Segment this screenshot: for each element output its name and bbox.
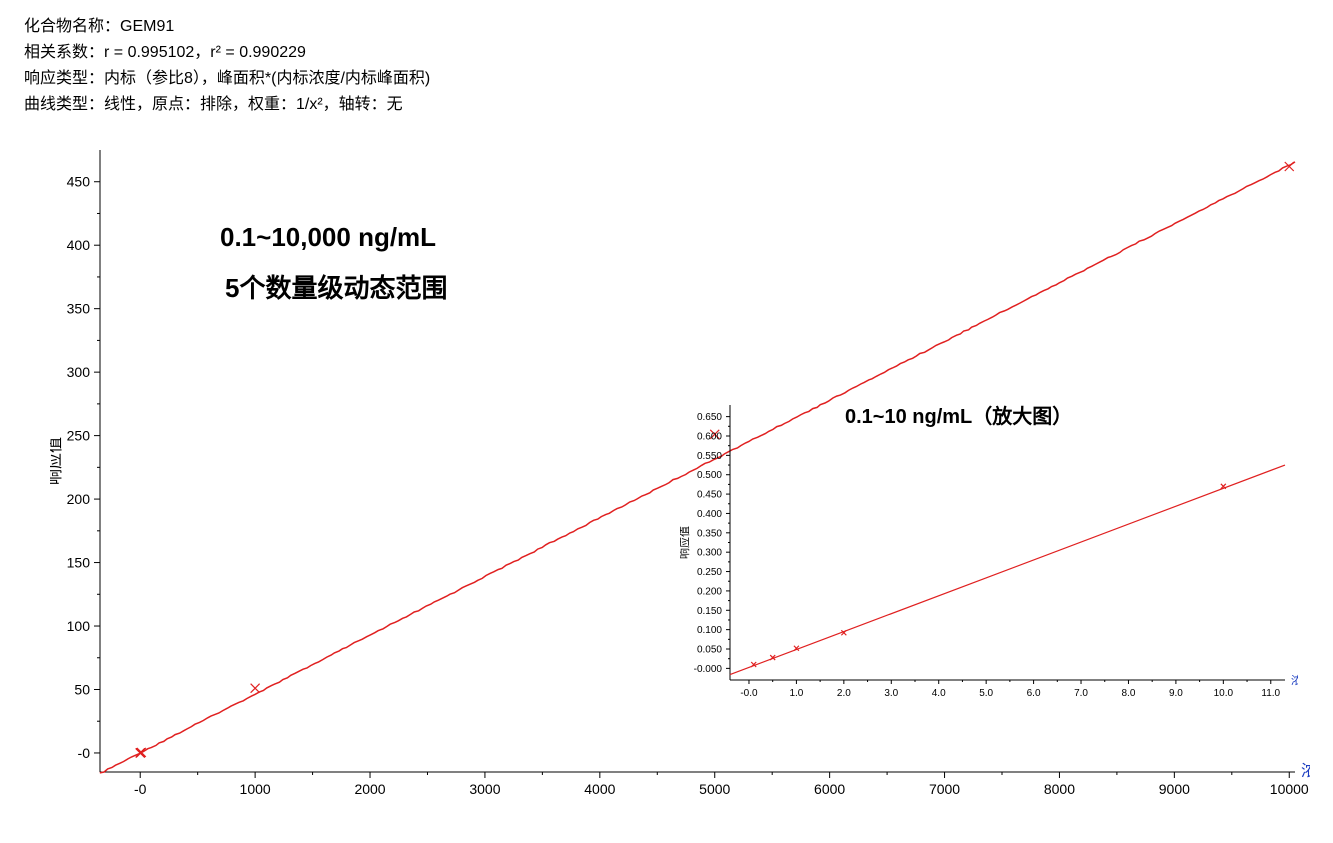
svg-text:7.0: 7.0 <box>1074 688 1088 699</box>
annotation-dynamic: 5个数量级动态范围 <box>225 268 447 305</box>
inset-zoom-chart: -0.0 1.0 2.0 3.0 4.0 5.0 6.0 7.0 8.0 9.0 10.0 11.0 -… <box>680 395 1298 715</box>
svg-text:11.0: 11.0 <box>1261 688 1280 699</box>
svg-text:8.0: 8.0 <box>1122 688 1136 699</box>
svg-text:响应值: 响应值 <box>50 437 64 485</box>
svg-text:0.600: 0.600 <box>697 431 722 442</box>
svg-text:9.0: 9.0 <box>1169 688 1183 699</box>
svg-text:0.450: 0.450 <box>697 490 722 501</box>
header-line-1: 化合物名称：GEM91 <box>24 14 430 40</box>
svg-text:0.350: 0.350 <box>697 528 722 539</box>
svg-text:3000: 3000 <box>469 781 500 797</box>
svg-text:9000: 9000 <box>1159 781 1190 797</box>
svg-text:0.050: 0.050 <box>697 645 722 656</box>
chart-header: 化合物名称：GEM91 相关系数：r = 0.995102，r² = 0.990… <box>24 14 430 118</box>
svg-text:6.0: 6.0 <box>1027 688 1041 699</box>
svg-text:50: 50 <box>74 681 90 697</box>
svg-text:0.250: 0.250 <box>697 567 722 578</box>
header-line-2: 相关系数：r = 0.995102，r² = 0.990229 <box>24 40 430 66</box>
svg-text:4.0: 4.0 <box>932 688 946 699</box>
svg-text:0.500: 0.500 <box>697 470 722 481</box>
svg-text:8000: 8000 <box>1044 781 1075 797</box>
svg-text:10.0: 10.0 <box>1214 688 1234 699</box>
svg-text:0.550: 0.550 <box>697 451 722 462</box>
svg-text:400: 400 <box>67 237 91 253</box>
svg-text:0.200: 0.200 <box>697 586 722 597</box>
svg-text:浓度: 浓度 <box>1291 673 1298 687</box>
svg-text:100: 100 <box>67 618 91 634</box>
annotation-dynamic-text: 5个数量级动态范围 <box>225 273 447 303</box>
svg-text:1.0: 1.0 <box>789 688 803 699</box>
svg-text:5.0: 5.0 <box>979 688 993 699</box>
svg-text:450: 450 <box>67 174 91 190</box>
svg-text:7000: 7000 <box>929 781 960 797</box>
svg-text:-0: -0 <box>134 781 147 797</box>
svg-text:350: 350 <box>67 301 91 317</box>
annotation-range: 0.1~10,000 ng/mL <box>220 222 436 253</box>
svg-text:0.150: 0.150 <box>697 606 722 617</box>
annotation-inset: 0.1~10 ng/mL（放大图） <box>845 400 1072 429</box>
svg-text:2.0: 2.0 <box>837 688 851 699</box>
svg-text:2000: 2000 <box>354 781 385 797</box>
svg-text:250: 250 <box>67 428 91 444</box>
svg-text:-0.0: -0.0 <box>740 688 758 699</box>
svg-text:6000: 6000 <box>814 781 845 797</box>
annotation-range-text: 0.1~10,000 ng/mL <box>220 222 436 252</box>
svg-text:10000: 10000 <box>1270 781 1309 797</box>
svg-text:300: 300 <box>67 364 91 380</box>
svg-text:3.0: 3.0 <box>884 688 898 699</box>
svg-text:200: 200 <box>67 491 91 507</box>
svg-text:0.400: 0.400 <box>697 509 722 520</box>
annotation-inset-text: 0.1~10 ng/mL（放大图） <box>845 406 1072 428</box>
svg-text:0.300: 0.300 <box>697 548 722 559</box>
header-line-4: 曲线类型：线性，原点：排除，权重：1/x²，轴转：无 <box>24 92 430 118</box>
svg-text:5000: 5000 <box>699 781 730 797</box>
svg-text:0.100: 0.100 <box>697 625 722 636</box>
svg-text:1000: 1000 <box>240 781 271 797</box>
svg-text:-0.000: -0.000 <box>694 664 723 675</box>
svg-text:150: 150 <box>67 554 91 570</box>
header-line-3: 响应类型：内标（参比8），峰面积*(内标浓度/内标峰面积) <box>24 66 430 92</box>
svg-text:响应值: 响应值 <box>680 526 691 559</box>
svg-text:0.650: 0.650 <box>697 412 722 423</box>
svg-text:浓度: 浓度 <box>1301 762 1310 780</box>
svg-text:4000: 4000 <box>584 781 615 797</box>
svg-text:-0: -0 <box>78 745 91 761</box>
